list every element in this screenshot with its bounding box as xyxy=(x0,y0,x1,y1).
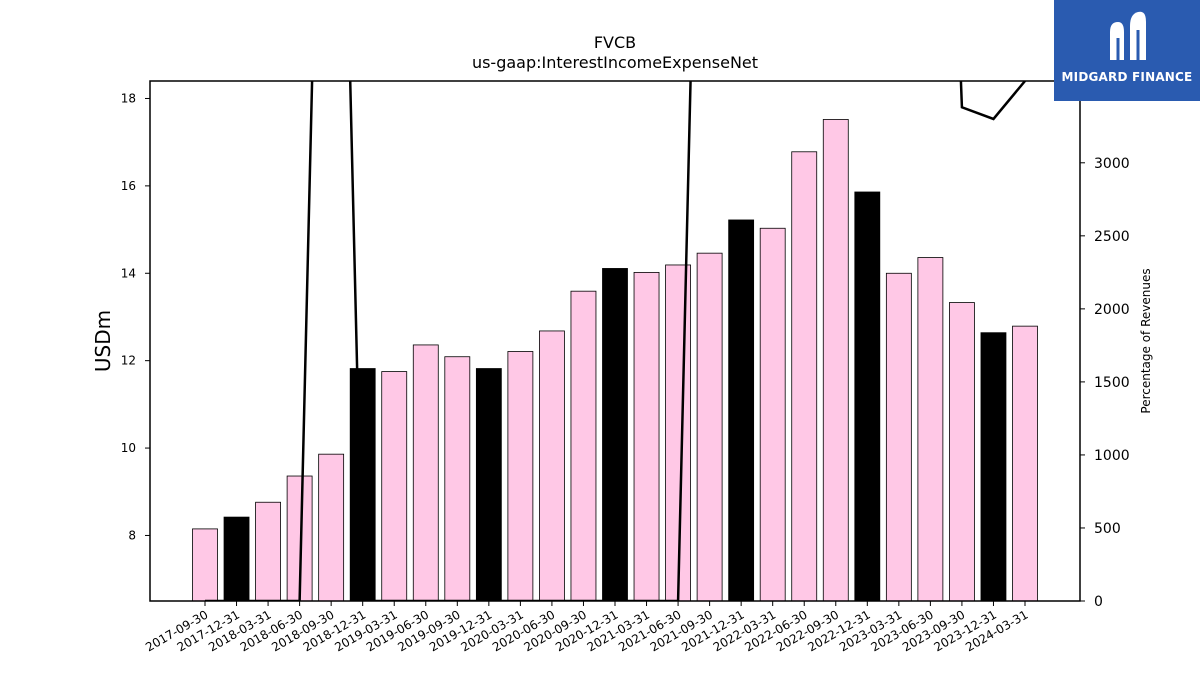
y-right-tick-label: 500 xyxy=(1094,521,1121,537)
bar-2023-09-30 xyxy=(949,302,975,602)
bar-2019-12-31 xyxy=(475,368,502,602)
bar-2017-12-31 xyxy=(223,516,250,602)
bar-2022-12-31 xyxy=(854,191,881,602)
y-right-tick-label: 1500 xyxy=(1094,375,1130,391)
chart-subtitle: us-gaap:InterestIncomeExpenseNet xyxy=(472,53,758,72)
bar-2021-03-31 xyxy=(633,271,660,602)
bar-2023-03-31 xyxy=(885,272,912,602)
y-axis-right-label: Percentage of Revenues xyxy=(1139,268,1153,413)
bar-2020-12-31 xyxy=(602,268,628,602)
y-tick-label: 12 xyxy=(121,354,136,368)
bar-2023-12-31 xyxy=(980,332,1007,602)
bar-2019-09-30 xyxy=(444,356,471,602)
y-right-tick-label: 2500 xyxy=(1094,229,1130,245)
y-tick-label: 14 xyxy=(121,266,136,280)
bar-2021-09-30 xyxy=(696,252,723,602)
y-right-tick-label: 2000 xyxy=(1094,302,1130,318)
bar-2018-09-30 xyxy=(318,453,345,602)
bar-2019-03-31 xyxy=(381,371,408,602)
y-right-tick-label: 3000 xyxy=(1094,156,1130,172)
logo-mark-icon xyxy=(1110,11,1146,60)
logo: MIDGARD FINANCE xyxy=(1054,0,1200,101)
bar-2017-09-30 xyxy=(192,528,218,602)
bar-2021-12-31 xyxy=(728,219,755,602)
y-axis-label: USDm xyxy=(91,310,115,372)
bar-2022-09-30 xyxy=(822,119,849,602)
y-tick-label: 16 xyxy=(121,179,136,193)
bars xyxy=(192,119,1038,602)
y-tick-label: 18 xyxy=(121,91,136,105)
bar-2022-06-30 xyxy=(791,151,818,602)
y-right-tick-label: 0 xyxy=(1094,594,1103,610)
bar-2020-03-31 xyxy=(507,351,534,602)
bar-2019-06-30 xyxy=(412,344,439,602)
bar-2020-09-30 xyxy=(570,290,597,602)
bar-2018-03-31 xyxy=(255,501,281,602)
bar-2024-03-31 xyxy=(1012,325,1038,602)
bar-2020-06-30 xyxy=(539,330,565,602)
y-right-tick-label: 1000 xyxy=(1094,448,1130,464)
y-tick-label: 10 xyxy=(121,441,136,455)
bar-2023-06-30 xyxy=(917,257,944,602)
bar-2021-06-30 xyxy=(665,264,691,602)
logo-text: MIDGARD FINANCE xyxy=(1061,70,1193,84)
y-tick-label: 8 xyxy=(128,528,136,542)
bar-2022-03-31 xyxy=(759,227,786,602)
chart-title: FVCB xyxy=(594,33,636,52)
